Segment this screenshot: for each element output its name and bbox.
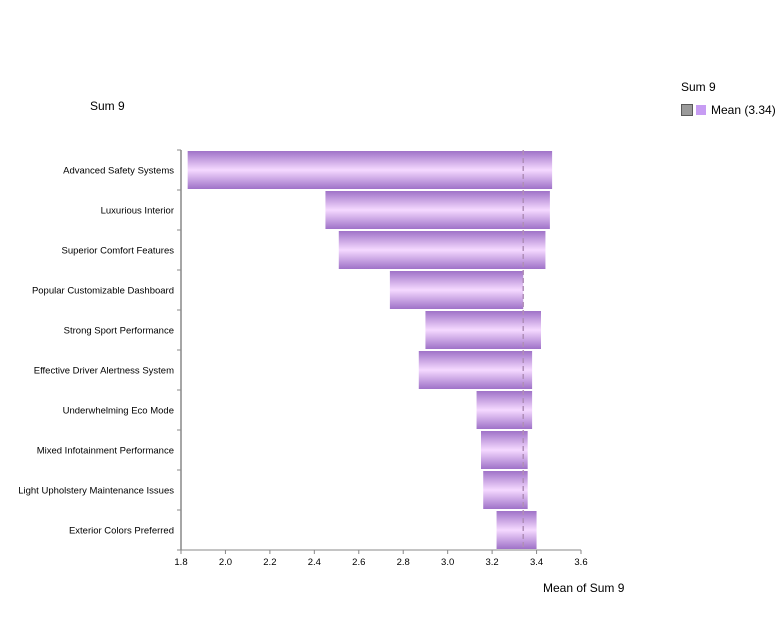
x-tick-label: 3.4 (530, 557, 543, 568)
bar[interactable] (481, 431, 528, 469)
chart-title: Sum 9 (90, 99, 125, 113)
category-label: Strong Sport Performance (64, 326, 174, 337)
x-tick-label: 3.2 (486, 557, 499, 568)
x-tick-label: 2.0 (219, 557, 232, 568)
bar[interactable] (483, 471, 528, 509)
legend-swatch (696, 105, 706, 115)
x-tick-label: 2.8 (397, 557, 410, 568)
bar[interactable] (187, 151, 553, 189)
legend-entry[interactable]: Mean (3.34) (681, 103, 776, 117)
bar[interactable] (425, 311, 541, 349)
category-label: Luxurious Interior (101, 206, 174, 217)
x-tick-label: 1.8 (174, 557, 187, 568)
bar[interactable] (418, 351, 533, 389)
category-label: Light Upholstery Maintenance Issues (18, 486, 174, 497)
bar[interactable] (496, 511, 537, 549)
x-tick-label: 2.2 (263, 557, 276, 568)
legend-label: Mean (3.34) (711, 103, 776, 117)
legend-title: Sum 9 (681, 80, 716, 94)
category-label: Mixed Infotainment Performance (37, 446, 174, 457)
x-tick-label: 2.6 (352, 557, 365, 568)
bar[interactable] (338, 231, 546, 269)
category-label: Exterior Colors Preferred (69, 526, 174, 537)
category-label: Effective Driver Alertness System (34, 366, 174, 377)
x-tick-label: 3.0 (441, 557, 454, 568)
category-label: Advanced Safety Systems (63, 166, 174, 177)
category-label: Popular Customizable Dashboard (32, 286, 174, 297)
category-label: Superior Comfort Features (62, 246, 175, 257)
legend-toggle-icon[interactable] (681, 104, 693, 116)
category-label: Underwhelming Eco Mode (63, 406, 174, 417)
bar[interactable] (325, 191, 550, 229)
x-axis-title: Mean of Sum 9 (543, 581, 625, 595)
x-tick-label: 2.4 (308, 557, 321, 568)
bar[interactable] (389, 271, 524, 309)
x-tick-label: 3.6 (574, 557, 587, 568)
